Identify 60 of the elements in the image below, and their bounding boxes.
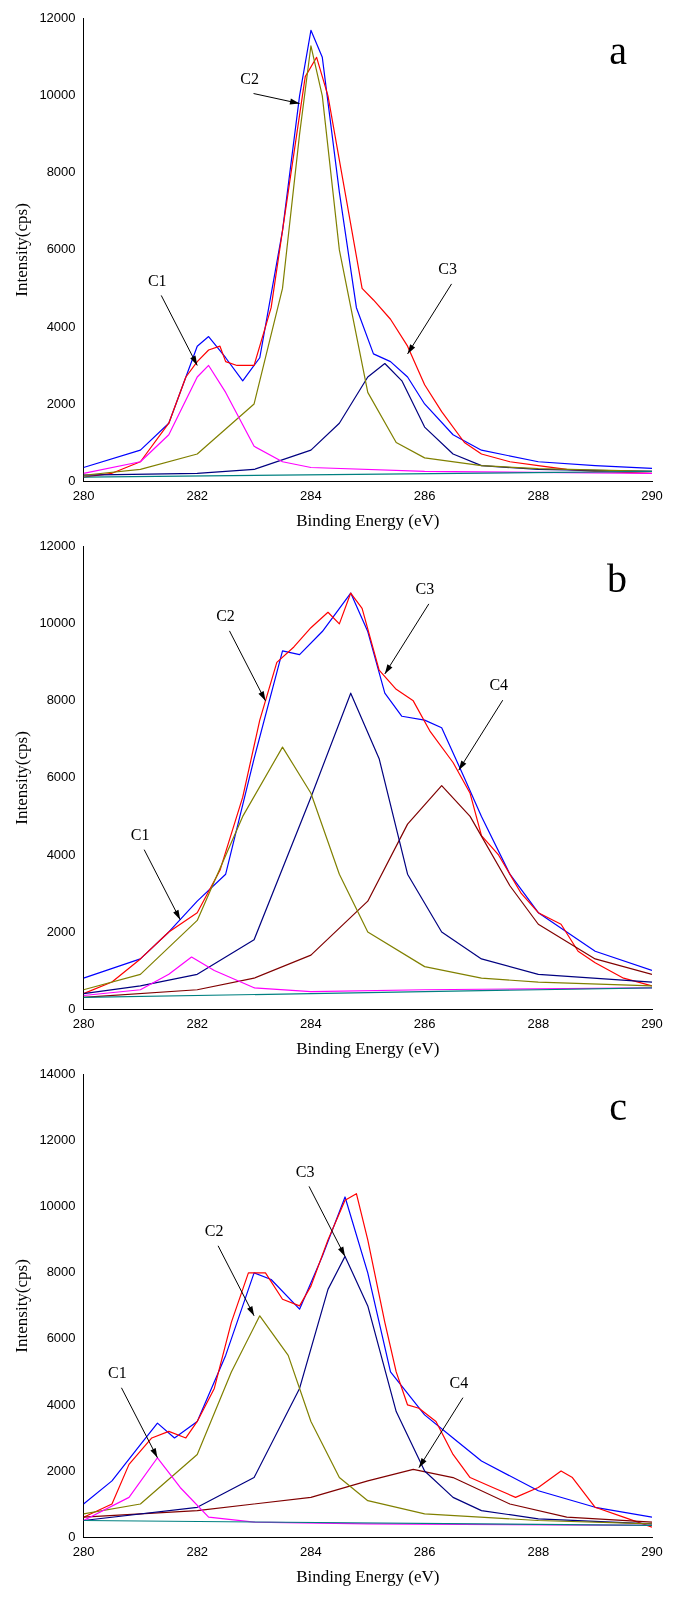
y-tick-label: 14000 (39, 1066, 76, 1082)
x-tick-label: 282 (186, 488, 209, 504)
x-tick-label: 284 (300, 1544, 322, 1560)
x-tick-label: 286 (413, 1016, 436, 1032)
x-axis-title: Binding Energy (eV) (296, 511, 440, 531)
y-tick-label: 6000 (46, 769, 76, 785)
x-axis-title: Binding Energy (eV) (296, 1039, 440, 1059)
annotation: C3 (295, 1162, 315, 1180)
annotation: C2 (240, 69, 259, 87)
x-tick-label: 286 (413, 488, 436, 504)
x-tick-label: 284 (300, 488, 322, 504)
annotation: C3 (438, 260, 457, 278)
x-tick-label: 280 (72, 1016, 95, 1032)
x-tick-label: 288 (527, 488, 550, 504)
y-tick-label: 6000 (46, 241, 76, 257)
x-tick-label: 288 (527, 1016, 550, 1032)
x-axis-title: Binding Energy (eV) (296, 1567, 440, 1587)
x-tick-label: 286 (413, 1544, 436, 1560)
y-tick-label: 10000 (39, 1198, 76, 1214)
x-tick-label: 290 (641, 1016, 663, 1032)
y-axis-title: Intensity(cps) (11, 1259, 31, 1353)
y-axis-title: Intensity(cps) (11, 203, 31, 297)
annotation: C4 (489, 676, 509, 694)
y-tick-label: 8000 (46, 164, 76, 180)
y-tick-label: 0 (68, 1528, 76, 1544)
y-tick-label: 10000 (39, 615, 76, 631)
annotation: C2 (216, 607, 235, 625)
annotation: C4 (449, 1373, 469, 1391)
y-tick-label: 0 (68, 472, 76, 488)
annotation: C2 (204, 1222, 224, 1240)
annotation: c (609, 1084, 627, 1130)
y-tick-label: 2000 (46, 1462, 76, 1478)
y-tick-label: 10000 (39, 87, 76, 103)
annotation: b (607, 556, 627, 602)
y-tick-label: 12000 (39, 10, 76, 26)
annotation: C1 (130, 825, 150, 843)
annotation: C3 (415, 580, 435, 598)
y-tick-label: 8000 (46, 692, 76, 708)
y-tick-label: 4000 (46, 1396, 76, 1412)
x-tick-label: 280 (72, 1544, 95, 1560)
y-tick-label: 2000 (46, 395, 76, 411)
x-tick-label: 280 (72, 488, 95, 504)
x-tick-label: 290 (641, 1544, 663, 1560)
y-axis-title: Intensity(cps) (11, 731, 31, 825)
annotation: a (609, 28, 628, 74)
y-tick-label: 12000 (39, 538, 76, 554)
y-tick-label: 12000 (39, 1132, 76, 1148)
x-tick-label: 284 (300, 1016, 322, 1032)
y-tick-label: 6000 (46, 1330, 76, 1346)
y-tick-label: 4000 (46, 318, 76, 334)
y-tick-label: 4000 (46, 846, 76, 862)
annotation: C1 (147, 271, 167, 289)
y-tick-label: 8000 (46, 1264, 76, 1280)
x-tick-label: 282 (186, 1016, 209, 1032)
y-tick-label: 2000 (46, 923, 76, 939)
x-tick-label: 288 (527, 1544, 550, 1560)
y-tick-label: 0 (68, 1000, 76, 1016)
x-tick-label: 290 (641, 488, 663, 504)
x-tick-label: 282 (186, 1544, 209, 1560)
annotation: C1 (108, 1363, 127, 1381)
